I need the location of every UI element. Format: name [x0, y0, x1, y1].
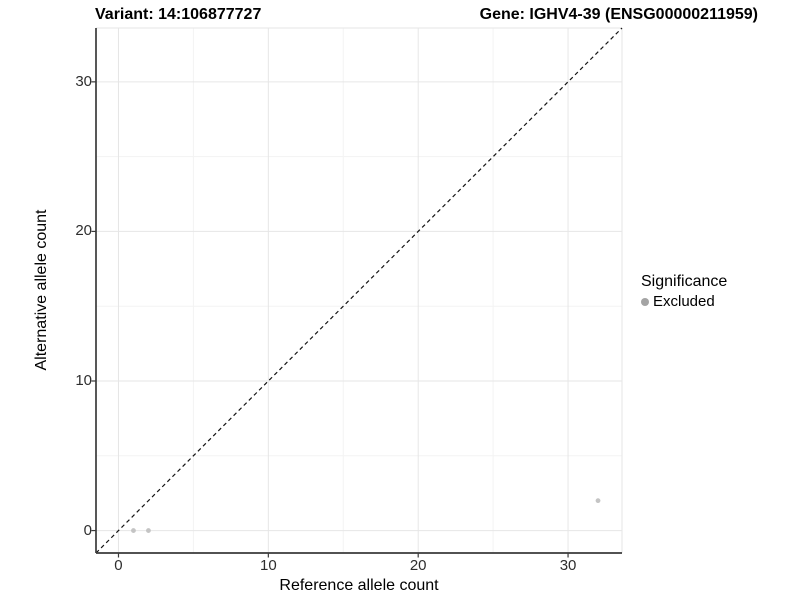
x-tick-label: 0: [114, 557, 123, 574]
legend-title: Significance: [641, 273, 728, 290]
data-point: [146, 528, 151, 533]
legend-marker-circle-icon: [641, 298, 649, 306]
y-axis-title: Alternative allele count: [33, 209, 50, 371]
y-tick-label: 30: [75, 72, 92, 90]
plot-title-variant: Variant: 14:106877727: [95, 6, 262, 23]
legend-entries: Excluded: [641, 293, 727, 311]
data-point: [131, 528, 136, 533]
x-axis-title: Reference allele count: [279, 577, 439, 594]
y-tick-label: 10: [75, 371, 92, 389]
y-tick-label: 0: [83, 521, 92, 539]
legend-entry: Excluded: [641, 293, 727, 311]
data-point: [595, 498, 601, 504]
legend: Significance Excluded: [641, 272, 727, 311]
x-tick-label: 20: [409, 557, 427, 574]
x-tick-label: 10: [259, 557, 277, 574]
y-tick-label: 20: [75, 222, 92, 240]
legend-entry-label: Excluded: [653, 293, 715, 310]
identity-line: [95, 27, 623, 554]
plot-title-gene: Gene: IGHV4-39 (ENSG00000211959): [479, 6, 758, 23]
x-tick-label: 30: [559, 557, 577, 574]
